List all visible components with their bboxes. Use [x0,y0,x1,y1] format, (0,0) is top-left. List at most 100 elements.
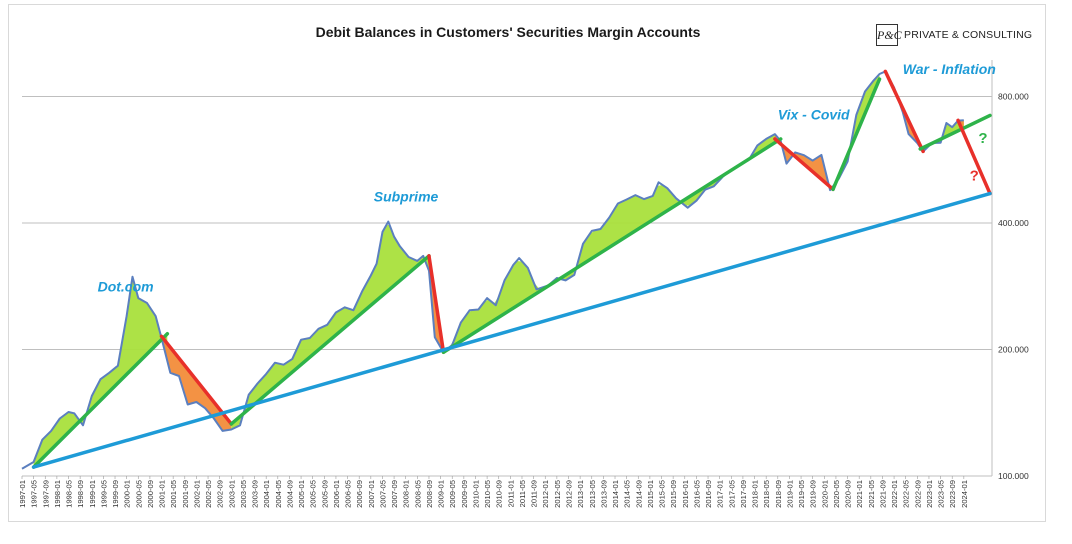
trend-line [427,254,446,355]
x-tick-label: 2016-01 [681,480,690,508]
x-tick-label: 2000-09 [146,480,155,508]
x-tick-label: 2018-01 [751,480,760,508]
x-tick-label: 2001-05 [169,480,178,508]
x-tick-label: 2002-09 [216,480,225,508]
x-tick-label: 2013-09 [599,480,608,508]
x-tick-label: 2002-01 [192,480,201,508]
x-tick-label: 2008-05 [413,480,422,508]
x-tick-label: 2023-01 [925,480,934,508]
x-tick-label: 2019-05 [797,480,806,508]
x-tick-label: 2015-09 [669,480,678,508]
x-tick-label: 2022-05 [902,480,911,508]
trend-line [441,137,783,355]
x-tick-label: 2017-09 [739,480,748,508]
x-tick-label: 2007-01 [367,480,376,508]
x-tick-label: 2013-01 [576,480,585,508]
x-tick-label: 2020-01 [820,480,829,508]
brand-name: PRIVATE & CONSULTING [904,29,1033,41]
trend-line [773,137,835,192]
x-tick-label: 1998-05 [65,480,74,508]
x-tick-label: 2014-01 [611,480,620,508]
trend-line [229,254,431,426]
x-tick-label: 1997-09 [41,480,50,508]
x-tick-label: 2006-01 [332,480,341,508]
x-tick-label: 2010-09 [495,480,504,508]
fill-above-trend [231,224,429,430]
x-tick-label: 2009-09 [460,480,469,508]
x-tick-label: 2015-05 [658,480,667,508]
y-tick-label: 400.000 [998,218,1029,228]
x-tick-label: 2000-05 [134,480,143,508]
x-tick-label: 2004-09 [285,480,294,508]
y-axis-ticks: 100.000 200.000 400.000 800.000 [998,92,1029,482]
trend-line [831,77,882,192]
x-tick-label: 2003-09 [251,480,260,508]
x-tick-label: 2004-01 [262,480,271,508]
x-tick-label: 2013-05 [588,480,597,508]
x-tick-label: 2022-01 [890,480,899,508]
x-tick-label: 2014-09 [634,480,643,508]
x-tick-label: 1999-09 [111,480,120,508]
trend-line [31,191,992,469]
x-tick-label: 2023-05 [937,480,946,508]
trend-line [31,332,170,469]
x-tick-label: 2003-01 [227,480,236,508]
x-axis-ticks: 1997-01 1997-05 1997-09 1998-01 1998-05 1998-… [18,476,969,508]
trend-lines [31,69,992,469]
question-annotation: ? [978,130,987,147]
x-tick-label: 2015-01 [646,480,655,508]
x-tick-label: 2002-05 [204,480,213,508]
x-tick-label: 2009-01 [437,480,446,508]
x-tick-label: 2024-01 [960,480,969,508]
x-tick-label: 2019-09 [809,480,818,508]
trend-line [956,118,992,196]
x-tick-label: 2022-09 [913,480,922,508]
grid-lines [22,60,993,477]
x-tick-label: 2012-01 [541,480,550,508]
y-tick-label: 800.000 [998,92,1029,102]
x-tick-label: 2005-01 [297,480,306,508]
x-tick-label: 2011-09 [530,480,539,507]
y-tick-label: 200.000 [998,345,1029,355]
x-tick-label: 2023-09 [948,480,957,508]
fill-above-trend [33,282,168,468]
x-tick-label: 2021-09 [878,480,887,508]
x-tick-label: 2006-05 [344,480,353,508]
chart-title-text: Debit Balances in Customers' Securities … [315,24,701,40]
x-tick-label: 2007-09 [390,480,399,508]
series-line [21,70,964,470]
x-tick-label: 1998-09 [76,480,85,508]
x-tick-label: 2020-09 [844,480,853,508]
trend-line [918,113,992,151]
x-tick-label: 2004-05 [274,480,283,508]
x-tick-label: 2018-05 [762,480,771,508]
x-tick-label: 2021-05 [867,480,876,508]
x-tick-label: 2010-05 [483,480,492,508]
x-tick-label: 2000-01 [123,480,132,508]
event-annotation: War - Inflation [903,61,996,77]
x-tick-label: 2005-05 [309,480,318,508]
x-tick-label: 2008-09 [425,480,434,508]
brand-mark: P&C PRIVATE & CONSULTING [876,24,1032,46]
event-annotation: Dot.com [98,278,154,294]
x-tick-label: 2005-09 [320,480,329,508]
x-tick-label: 2014-05 [623,480,632,508]
x-tick-label: 2007-05 [378,480,387,508]
x-tick-label: 2012-05 [553,480,562,508]
x-tick-label: 2006-09 [355,480,364,508]
x-tick-label: 2018-09 [774,480,783,508]
x-tick-label: 2012-09 [564,480,573,508]
x-tick-label: 2020-05 [832,480,841,508]
x-tick-label: 2016-09 [704,480,713,508]
annotations: Dot.com Subprime Vix - Covid War - Inflatio… [98,61,996,294]
x-tick-label: 1998-01 [53,480,62,508]
x-tick-label: 2003-05 [239,480,248,508]
chart-title: Debit Balances in Customers' Securities … [0,24,1056,40]
y-tick-label: 100.000 [998,471,1029,481]
trend-line [883,69,925,154]
x-tick-label: 1999-05 [99,480,108,508]
brand-logo-icon: P&C [876,24,902,46]
event-annotation: Vix - Covid [778,107,850,123]
x-tick-label: 2021-01 [855,480,864,508]
